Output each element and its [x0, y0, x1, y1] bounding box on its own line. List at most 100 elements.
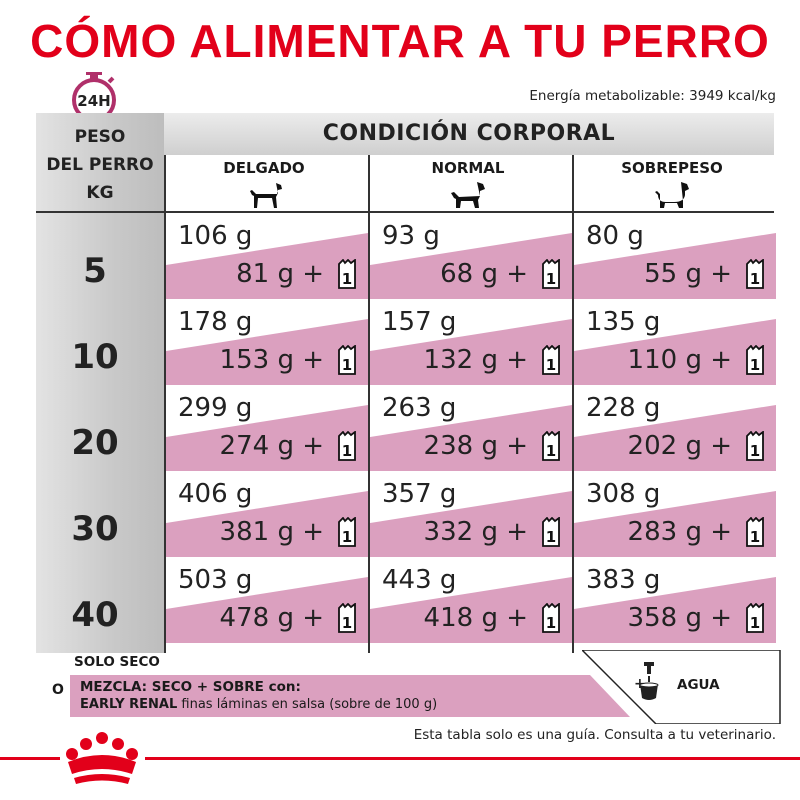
table-cell: 406 g 381 g + 1 — [166, 471, 368, 557]
legend-or: O — [52, 682, 64, 698]
table-cell: 93 g 68 g + 1 — [370, 213, 572, 299]
svg-text:1: 1 — [750, 356, 760, 374]
table-cell: 263 g 238 g + 1 — [370, 385, 572, 471]
svg-text:1: 1 — [342, 528, 352, 546]
header-divider — [36, 211, 774, 213]
dry-amount: 228 g — [586, 393, 661, 423]
clock-label: 24H — [77, 92, 110, 110]
water-tap-icon — [639, 662, 659, 700]
table-cell: 503 g 478 g + 1 — [166, 557, 368, 643]
mix-amount: 358 g + — [627, 603, 732, 633]
dry-amount: 443 g — [382, 565, 457, 595]
mix-amount: 274 g + — [219, 431, 324, 461]
svg-text:1: 1 — [546, 528, 556, 546]
weight-30: 30 — [71, 509, 119, 549]
dry-amount: 178 g — [178, 307, 253, 337]
pouch-icon: 1 — [746, 517, 764, 547]
weight-5: 5 — [83, 251, 107, 291]
mix-amount: 81 g + — [236, 259, 324, 289]
dry-amount: 299 g — [178, 393, 253, 423]
legend-mix: MEZCLA: SECO + SOBRE con: — [80, 679, 301, 695]
table-cell: 308 g 283 g + 1 — [574, 471, 776, 557]
disclaimer: Esta tabla solo es una guía. Consulta a … — [413, 727, 776, 743]
dry-amount: 383 g — [586, 565, 661, 595]
mix-amount: 110 g + — [627, 345, 732, 375]
pouch-icon: 1 — [338, 431, 356, 461]
col-divider-2 — [368, 155, 370, 653]
water-box: + — [582, 650, 781, 724]
weight-10: 10 — [71, 337, 119, 377]
legend-dry-only: SOLO SECO — [74, 654, 160, 670]
table-cell: 383 g 358 g + 1 — [574, 557, 776, 643]
brand-crown-logo — [66, 732, 138, 784]
dry-amount: 503 g — [178, 565, 253, 595]
pouch-icon: 1 — [746, 345, 764, 375]
svg-text:1: 1 — [750, 528, 760, 546]
mix-amount: 478 g + — [219, 603, 324, 633]
pouch-icon: 1 — [542, 345, 560, 375]
table-cell: 135 g 110 g + 1 — [574, 299, 776, 385]
dry-amount: 106 g — [178, 221, 253, 251]
pouch-icon: 1 — [338, 259, 356, 289]
dry-amount: 263 g — [382, 393, 457, 423]
col-divider-3 — [572, 155, 574, 653]
mix-amount: 132 g + — [423, 345, 528, 375]
mix-amount: 332 g + — [423, 517, 528, 547]
dry-amount: 406 g — [178, 479, 253, 509]
svg-text:1: 1 — [546, 614, 556, 632]
mix-amount: 202 g + — [627, 431, 732, 461]
legend-product-name: EARLY RENAL — [80, 697, 178, 712]
column-thin: DELGADO — [223, 159, 305, 177]
pouch-icon: 1 — [542, 259, 560, 289]
svg-text:1: 1 — [342, 270, 352, 288]
pouch-icon: 1 — [542, 431, 560, 461]
water-plus: + — [634, 676, 646, 692]
table-cell: 106 g 81 g + 1 — [166, 213, 368, 299]
dry-amount: 308 g — [586, 479, 661, 509]
legend-mix-band — [70, 675, 630, 717]
mix-amount: 283 g + — [627, 517, 732, 547]
feeding-table: PESO DEL PERRO KG CONDICIÓN CORPORAL DEL… — [36, 113, 776, 653]
weight-column-bg — [36, 113, 164, 653]
svg-text:1: 1 — [546, 356, 556, 374]
weight-header: PESO DEL PERRO KG — [36, 123, 164, 207]
svg-text:1: 1 — [342, 614, 352, 632]
svg-text:1: 1 — [342, 442, 352, 460]
dry-amount: 357 g — [382, 479, 457, 509]
svg-text:1: 1 — [750, 270, 760, 288]
column-overweight: SOBREPESO — [621, 159, 723, 177]
weight-header-line1: PESO — [74, 127, 126, 147]
dry-amount: 135 g — [586, 307, 661, 337]
table-cell: 299 g 274 g + 1 — [166, 385, 368, 471]
overweight-dog-icon — [655, 182, 689, 208]
mix-amount: 55 g + — [644, 259, 732, 289]
footer-red-line — [0, 757, 800, 760]
pouch-icon: 1 — [338, 345, 356, 375]
normal-dog-icon — [451, 182, 485, 208]
pouch-icon: 1 — [746, 603, 764, 633]
svg-text:1: 1 — [750, 442, 760, 460]
weight-40: 40 — [71, 595, 119, 635]
mix-amount: 418 g + — [423, 603, 528, 633]
pouch-icon: 1 — [338, 517, 356, 547]
mix-amount: 381 g + — [219, 517, 324, 547]
condition-header: CONDICIÓN CORPORAL — [322, 121, 616, 146]
condition-header-bg — [164, 113, 774, 155]
page-title: CÓMO ALIMENTAR A TU PERRO — [30, 15, 770, 67]
pouch-icon: 1 — [542, 517, 560, 547]
dry-amount: 80 g — [586, 221, 644, 251]
svg-text:1: 1 — [546, 442, 556, 460]
table-cell: 443 g 418 g + 1 — [370, 557, 572, 643]
mix-amount: 153 g + — [219, 345, 324, 375]
pouch-icon: 1 — [338, 603, 356, 633]
table-cell: 178 g 153 g + 1 — [166, 299, 368, 385]
energy-value: Energía metabolizable: 3949 kcal/kg — [529, 88, 776, 104]
weight-20: 20 — [71, 423, 119, 463]
mix-amount: 68 g + — [440, 259, 528, 289]
weight-header-line3: KG — [86, 183, 114, 203]
legend-product: EARLY RENAL finas láminas en salsa (sobr… — [80, 697, 437, 712]
svg-text:1: 1 — [546, 270, 556, 288]
thin-dog-icon — [250, 183, 282, 208]
col-divider-1 — [164, 155, 166, 653]
pouch-icon: 1 — [542, 603, 560, 633]
